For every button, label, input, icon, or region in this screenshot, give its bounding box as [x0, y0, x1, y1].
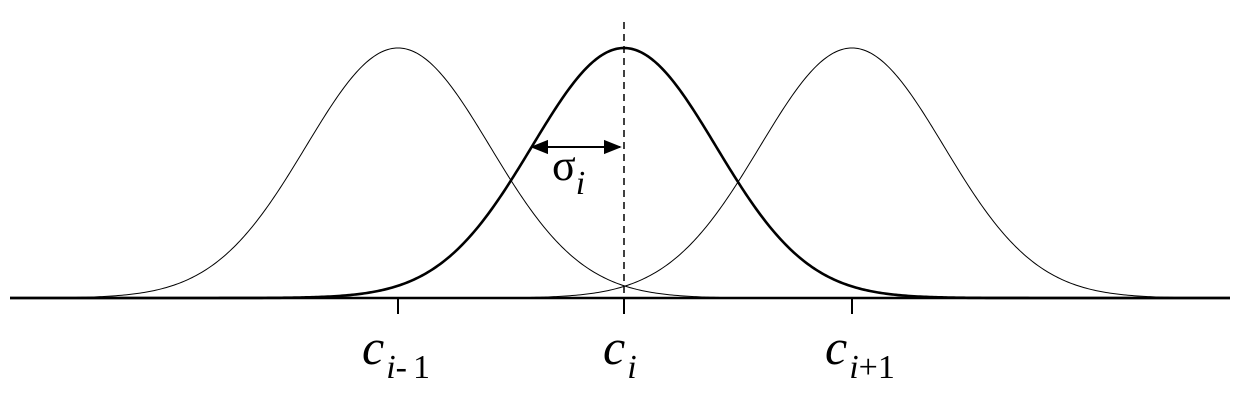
label-c-i-minus-1-sub-var: i: [386, 349, 395, 386]
gaussian-curve-left: [9, 47, 1230, 299]
label-c-i-plus-1-sub-var: i: [849, 349, 858, 386]
label-c-i-plus-1-sub-num: 1: [878, 349, 895, 386]
label-c-i-plus-1: ci+1: [825, 319, 895, 386]
gaussian-curve-center: [10, 46, 1230, 300]
label-c-i-sub-var: i: [627, 349, 636, 386]
sigma-subscript: i: [576, 165, 585, 202]
label-c-i-minus-1: ci- 1: [362, 319, 430, 386]
gaussian-curve-right: [10, 47, 1231, 299]
label-c-i-main: c: [603, 319, 625, 375]
label-c-i-minus-1-sub-num: 1: [413, 349, 430, 386]
label-c-i-plus-1-sub-op: +: [859, 349, 878, 386]
sigma-symbol: σ: [552, 141, 576, 190]
sigma-label: σi: [552, 141, 585, 202]
label-c-i-minus-1-sub-op: -: [396, 349, 407, 386]
label-c-i-minus-1-main: c: [362, 319, 384, 375]
label-c-i: ci: [603, 319, 637, 386]
label-c-i-plus-1-main: c: [825, 319, 847, 375]
